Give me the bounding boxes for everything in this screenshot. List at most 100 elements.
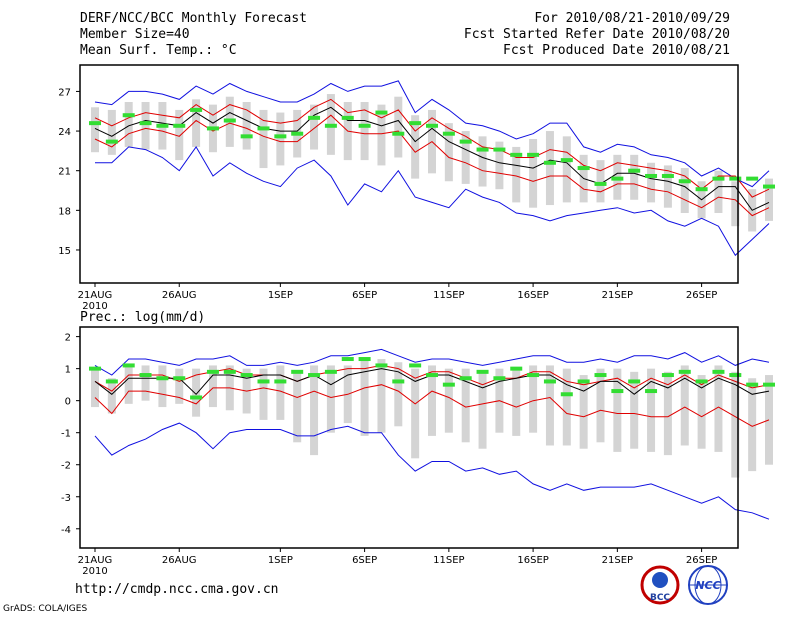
- precip-observed-mark: [560, 392, 573, 397]
- temp-observed-mark: [712, 176, 725, 181]
- precip-observed-mark: [729, 373, 742, 378]
- temp-median-line: [94, 106, 770, 211]
- precip-observed-mark: [375, 363, 388, 368]
- bcc-logo-globe-icon: [652, 572, 668, 588]
- precip-max-line: [94, 348, 770, 376]
- temp-observed-mark: [442, 131, 455, 136]
- precip-xtick-label: 26SEP: [686, 555, 717, 566]
- temp-spread-bar: [714, 170, 723, 213]
- precip-spread-bar: [562, 368, 571, 446]
- temp-xtick-label: 1SEP: [268, 290, 293, 301]
- temp-observed-mark: [291, 131, 304, 136]
- temp-frame: [79, 64, 739, 284]
- precip-spread-bar: [360, 359, 369, 436]
- precip-ytick-label: -3: [61, 493, 71, 504]
- temp-observed-mark: [156, 123, 169, 128]
- precip-observed-mark: [527, 373, 540, 378]
- precip-observed-mark: [611, 389, 624, 394]
- source-url[interactable]: http://cmdp.ncc.cma.gov.cn: [75, 582, 279, 597]
- member-size-label: Member Size=40: [80, 27, 190, 42]
- temp-ytick-label: 27: [58, 87, 71, 98]
- precip-observed-mark: [240, 373, 253, 378]
- temp-observed-mark: [476, 147, 489, 152]
- precip-xtick-label: 21AUG: [78, 555, 113, 566]
- temp-observed-mark: [628, 168, 641, 173]
- temp-observed-mark: [274, 134, 287, 139]
- precip-spread-bar: [259, 368, 268, 420]
- precip-spread-bar: [192, 368, 201, 417]
- temp-observed-mark: [358, 123, 371, 128]
- temp-spread-bar: [259, 109, 268, 169]
- temp-spread-bar: [731, 181, 740, 227]
- temp-xtick-year: 2010: [82, 301, 107, 312]
- precip-spread-bar: [124, 365, 133, 404]
- precip-observed-mark: [628, 379, 641, 384]
- precip-lower-quartile-line: [94, 384, 770, 427]
- temp-ytick-label: 15: [58, 246, 71, 257]
- precip-observed-mark: [594, 373, 607, 378]
- temp-observed-mark: [678, 179, 691, 184]
- header-right: For 2010/08/21-2010/09/29 Fcst Started R…: [464, 11, 730, 59]
- precip-spread-bar: [529, 365, 538, 433]
- precip-panel: [76, 326, 775, 552]
- precip-observed-mark: [645, 389, 658, 394]
- precip-spread-bar: [444, 368, 453, 433]
- precip-observed-mark: [695, 379, 708, 384]
- temp-observed-mark: [611, 176, 624, 181]
- precip-spread-bar: [731, 371, 740, 478]
- temp-spread-bar: [141, 101, 150, 150]
- temp-observed-mark: [746, 176, 759, 181]
- temp-spread-bar: [529, 138, 538, 208]
- precip-observed-mark: [678, 369, 691, 374]
- temp-observed-mark: [122, 113, 135, 118]
- temp-observed-mark: [240, 134, 253, 139]
- temp-ytick-label: 21: [58, 167, 71, 178]
- temp-xtick-label: 26AUG: [162, 290, 197, 301]
- precip-observed-mark: [156, 376, 169, 381]
- temp-spread-bar: [495, 141, 504, 190]
- bcc-logo-text: BCC: [650, 593, 670, 603]
- precip-spread-bar: [461, 368, 470, 443]
- temp-observed-mark: [527, 152, 540, 157]
- precip-xtick-label: 21SEP: [602, 555, 633, 566]
- temp-spread-bar: [562, 136, 571, 203]
- temp-spread-bar: [394, 96, 403, 158]
- precip-ytick-label: 0: [65, 397, 71, 408]
- temp-xtick-label: 26SEP: [686, 290, 717, 301]
- header-left: DERF/NCC/BCC Monthly Forecast Member Siz…: [80, 11, 307, 59]
- temp-observed-mark: [426, 123, 438, 128]
- precip-spread-bar: [276, 365, 285, 420]
- precip-observed-mark: [223, 369, 236, 374]
- precip-observed-mark: [510, 366, 523, 371]
- precip-observed-mark: [274, 379, 287, 384]
- precip-observed-mark: [291, 369, 304, 374]
- temp-observed-mark: [594, 181, 607, 186]
- precip-xtick-label: 26AUG: [162, 555, 197, 566]
- temp-observed-mark: [645, 173, 658, 178]
- temp-spread-bar: [596, 160, 605, 203]
- temp-observed-mark: [577, 166, 590, 171]
- temp-observed-mark: [493, 147, 506, 152]
- temp-max-line: [94, 80, 770, 188]
- precip-spread-bar: [208, 365, 217, 408]
- precip-ytick-label: -1: [61, 429, 71, 440]
- precip-spread-bar: [377, 359, 386, 433]
- precip-observed-mark: [341, 357, 354, 362]
- temp-xtick-label: 21AUG: [78, 290, 113, 301]
- temp-observed-mark: [223, 118, 236, 123]
- forecast-start-label: Fcst Started Refer Date 2010/08/20: [463, 27, 730, 42]
- precip-ytick-label: 1: [65, 365, 71, 376]
- temp-spread-bar: [411, 115, 420, 179]
- precip-observed-mark: [476, 369, 489, 374]
- temp-panel: [76, 64, 775, 287]
- grads-credit: GrADS: COLA/IGES: [3, 604, 88, 614]
- temp-spread-bar: [663, 165, 672, 208]
- temp-observed-mark: [409, 121, 422, 126]
- precip-observed-mark: [89, 366, 101, 371]
- temp-spread-bar: [680, 168, 689, 213]
- temp-observed-mark: [89, 121, 101, 126]
- temp-observed-mark: [105, 139, 118, 144]
- temp-spread-bar: [107, 109, 116, 155]
- precip-spread-bar: [478, 371, 487, 449]
- precip-observed-mark: [122, 363, 135, 368]
